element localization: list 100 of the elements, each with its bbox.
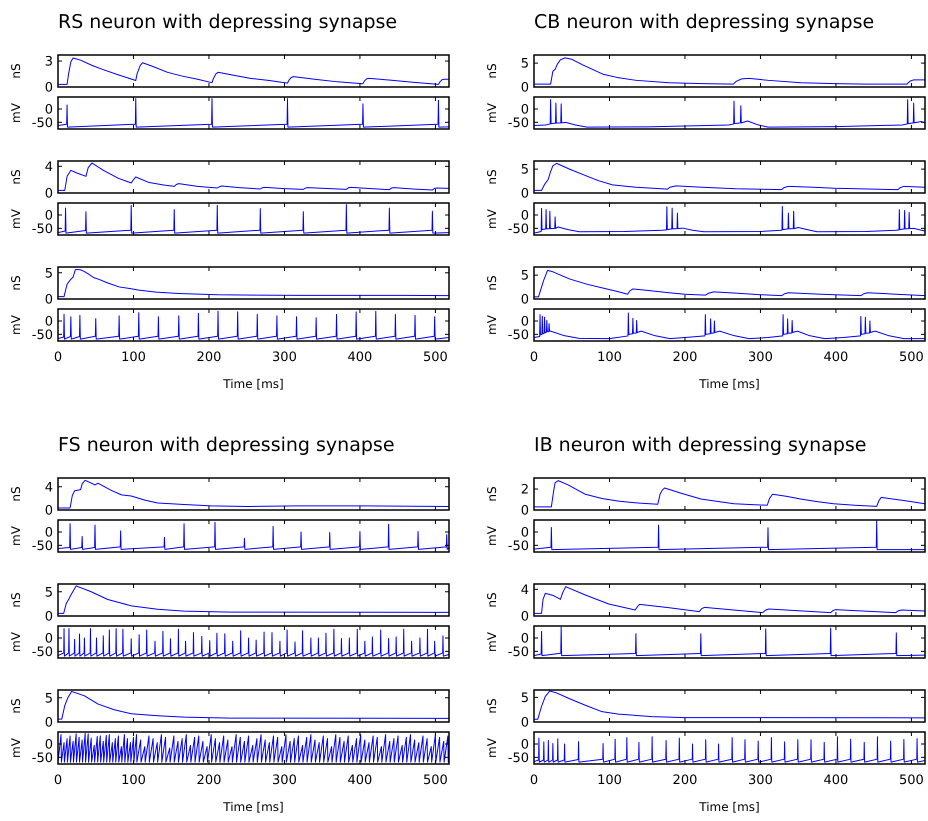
- x-tick-label: 500: [423, 773, 448, 788]
- y-axis-title: nS: [9, 698, 23, 714]
- line-series: [534, 99, 925, 128]
- y-tick-label: 3: [44, 54, 53, 70]
- x-axis-title: Time [ms]: [222, 377, 284, 391]
- line-series: [534, 626, 925, 656]
- line-series: [58, 162, 449, 191]
- y-axis-title: mV: [9, 314, 23, 335]
- y-axis-title: nS: [9, 63, 23, 79]
- y-axis-title: nS: [485, 486, 499, 502]
- y-tick-label: 0: [44, 292, 53, 308]
- y-axis-title: nS: [485, 169, 499, 185]
- chart-title: RS neuron with depressing synapse: [58, 11, 398, 33]
- y-axis-title: mV: [9, 631, 23, 652]
- y-axis-title: mV: [9, 102, 23, 123]
- line-series: [534, 57, 925, 85]
- y-tick-label: 0: [44, 186, 53, 202]
- line-series: [58, 269, 449, 298]
- y-axis-title: nS: [485, 592, 499, 608]
- y-tick-label: 0: [520, 314, 529, 330]
- line-series: [58, 522, 449, 550]
- x-tick-label: 300: [748, 773, 773, 788]
- y-tick-label: 0: [44, 504, 53, 519]
- y-tick-label: 5: [520, 56, 529, 72]
- y-tick-label: 0: [44, 632, 53, 647]
- y-axis-title: nS: [485, 275, 499, 291]
- y-tick-label: 0: [520, 292, 529, 308]
- y-tick-label: 5: [44, 691, 53, 706]
- y-tick-label: -50: [32, 328, 53, 343]
- line-series: [58, 585, 449, 614]
- y-axis-title: nS: [9, 486, 23, 502]
- x-tick-label: 400: [348, 773, 372, 788]
- y-tick-label: 0: [520, 716, 529, 731]
- y-tick-label: 0: [520, 208, 529, 224]
- x-tick-label: 500: [423, 350, 448, 365]
- x-tick-label: 300: [272, 773, 297, 788]
- y-tick-label: 0: [520, 738, 529, 753]
- line-series: [58, 204, 449, 234]
- x-tick-label: 400: [824, 350, 848, 365]
- y-tick-label: -50: [508, 538, 529, 554]
- y-axis-title: mV: [9, 208, 23, 229]
- y-tick-label: 5: [520, 162, 529, 178]
- line-series: [534, 312, 925, 340]
- line-series: [534, 736, 925, 763]
- x-tick-label: 400: [348, 350, 372, 365]
- y-tick-label: -50: [508, 328, 529, 343]
- y-tick-label: 0: [44, 314, 53, 330]
- y-tick-label: -50: [508, 750, 529, 766]
- x-tick-label: 500: [899, 773, 924, 788]
- y-tick-label: 4: [44, 160, 53, 175]
- line-series: [534, 206, 925, 234]
- x-tick-label: 200: [196, 350, 222, 365]
- y-tick-label: 0: [44, 738, 53, 753]
- line-series: [58, 98, 449, 128]
- y-tick-label: 0: [44, 716, 53, 731]
- y-tick-label: -50: [32, 116, 53, 131]
- chart-title: IB neuron with depressing synapse: [534, 434, 866, 456]
- y-tick-label: 0: [520, 186, 529, 202]
- x-tick-label: 400: [824, 773, 848, 788]
- x-tick-label: 200: [672, 773, 698, 788]
- line-series: [58, 732, 449, 763]
- y-axis-title: mV: [485, 102, 499, 123]
- x-tick-label: 100: [597, 350, 622, 365]
- y-axis-title: mV: [485, 314, 499, 335]
- y-tick-label: 5: [520, 268, 529, 284]
- chart-title: CB neuron with depressing synapse: [534, 11, 874, 33]
- y-tick-label: 2: [520, 482, 529, 498]
- y-axis-title: nS: [9, 592, 23, 608]
- y-tick-label: 4: [44, 480, 53, 496]
- y-tick-label: -50: [508, 116, 529, 131]
- x-tick-label: 200: [672, 350, 698, 365]
- line-series: [534, 586, 925, 614]
- y-axis-title: nS: [9, 169, 23, 185]
- x-tick-label: 100: [121, 350, 146, 365]
- y-axis-title: mV: [9, 737, 23, 758]
- x-tick-label: 100: [121, 773, 146, 788]
- y-tick-label: 0: [520, 102, 529, 118]
- y-tick-label: 0: [44, 102, 53, 118]
- y-tick-label: 5: [520, 690, 529, 706]
- y-axis-title: nS: [485, 63, 499, 79]
- y-axis-title: mV: [485, 525, 499, 546]
- y-tick-label: 0: [44, 80, 53, 96]
- y-tick-label: 0: [520, 632, 529, 647]
- y-tick-label: 5: [44, 585, 53, 600]
- line-series: [58, 480, 449, 508]
- y-tick-label: -50: [32, 222, 53, 237]
- x-axis-title: Time [ms]: [222, 800, 284, 814]
- line-series: [534, 270, 925, 298]
- y-axis-title: mV: [9, 525, 23, 546]
- y-tick-label: 5: [44, 266, 53, 282]
- line-series: [534, 520, 925, 550]
- x-tick-label: 200: [196, 773, 222, 788]
- y-axis-title: mV: [485, 208, 499, 229]
- y-tick-label: 0: [520, 80, 529, 96]
- line-series: [58, 310, 449, 340]
- y-tick-label: 0: [44, 526, 53, 541]
- chart-title: FS neuron with depressing synapse: [58, 434, 395, 456]
- line-series: [58, 690, 449, 720]
- x-tick-label: 300: [272, 350, 297, 365]
- line-series: [534, 162, 925, 191]
